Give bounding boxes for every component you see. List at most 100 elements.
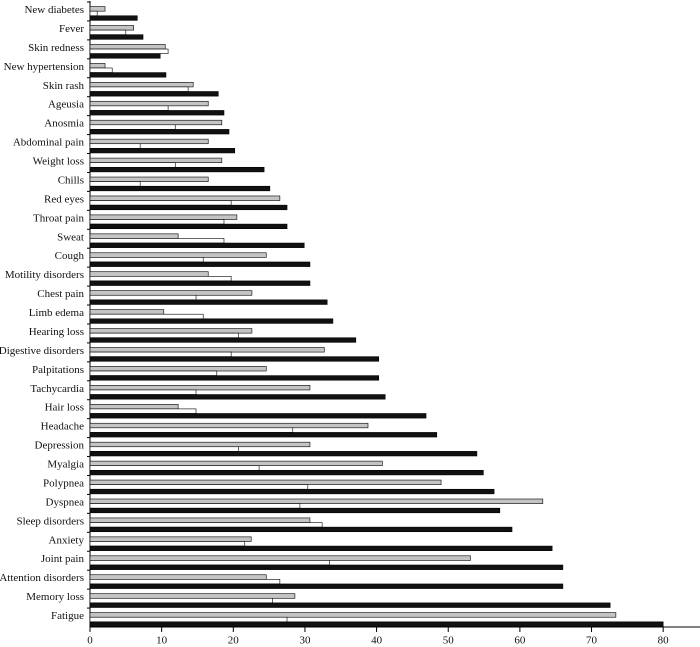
bar — [89, 29, 127, 36]
bar — [89, 328, 253, 334]
y-tick-label: Myalgia — [47, 459, 84, 471]
bar — [89, 517, 311, 523]
bar — [89, 162, 176, 168]
bar — [89, 200, 232, 206]
bar — [89, 507, 501, 514]
bar — [89, 408, 197, 414]
y-tick-label: Limb edema — [29, 307, 84, 319]
bar — [89, 465, 260, 471]
bar — [89, 294, 197, 301]
bar — [89, 25, 135, 31]
y-tick-label: Depression — [35, 440, 85, 452]
bar — [89, 181, 141, 187]
x-tick-label: 20 — [228, 635, 240, 647]
bar — [89, 366, 267, 372]
y-tick-label: Weight loss — [33, 156, 84, 168]
bar — [89, 53, 161, 59]
bar — [89, 560, 330, 566]
bar — [89, 185, 271, 192]
x-tick-label: 0 — [87, 635, 93, 647]
bar — [89, 503, 301, 509]
bar — [89, 441, 311, 448]
bar — [89, 370, 218, 376]
bar — [89, 394, 386, 400]
bar — [89, 621, 664, 627]
bar — [89, 271, 209, 277]
y-tick-label: Digestive disorders — [0, 345, 84, 357]
bar — [89, 555, 471, 561]
y-tick-label: Chest pain — [37, 288, 84, 300]
y-tick-label: Sweat — [57, 231, 84, 243]
y-tick-label: Skin redness — [28, 42, 84, 54]
bar — [89, 385, 311, 391]
bar — [89, 157, 223, 163]
bar — [89, 318, 334, 324]
y-tick-label: Palpitations — [32, 364, 84, 376]
y-tick-label: Sleep disorders — [16, 515, 84, 527]
bar — [89, 290, 253, 296]
x-tick-label: 70 — [586, 635, 598, 647]
bar — [89, 166, 265, 173]
y-tick-label: Chills — [58, 174, 84, 186]
bar — [89, 541, 246, 547]
bar — [89, 252, 267, 258]
y-tick-label: Anxiety — [49, 534, 85, 546]
bar — [89, 105, 169, 111]
bar — [89, 593, 296, 599]
y-tick-label: Headache — [41, 421, 84, 433]
bar — [89, 597, 273, 604]
bar — [89, 129, 230, 135]
bar — [89, 351, 232, 357]
y-tick-label: Skin rash — [43, 80, 85, 92]
bar — [89, 82, 194, 88]
bar — [89, 48, 169, 54]
bar — [89, 72, 167, 78]
bar — [89, 257, 204, 263]
bar — [89, 451, 478, 457]
bar — [89, 583, 564, 589]
bar — [89, 280, 311, 286]
y-tick-label: Motility disorders — [5, 269, 84, 281]
bar — [89, 564, 564, 570]
y-tick-label: New diabetes — [24, 4, 84, 16]
bar — [89, 86, 189, 92]
bar — [89, 242, 305, 248]
bar — [89, 460, 383, 467]
y-tick-label: Tachycardia — [30, 383, 84, 395]
y-tick-label: Anosmia — [44, 118, 84, 130]
bar — [89, 526, 513, 533]
y-tick-label: Hearing loss — [29, 326, 84, 338]
y-tick-label: Throat pain — [33, 212, 85, 224]
bar — [89, 119, 223, 126]
bar — [89, 143, 141, 149]
x-tick-label: 10 — [156, 635, 168, 647]
bar — [89, 413, 427, 419]
bar — [89, 522, 323, 528]
bar — [89, 138, 209, 145]
bar — [89, 470, 484, 476]
y-tick-label: Dyspnea — [46, 496, 85, 508]
bar — [89, 299, 328, 305]
bar — [89, 261, 311, 267]
bar — [89, 110, 225, 116]
bar — [89, 238, 225, 244]
bar — [89, 427, 294, 433]
bar — [89, 233, 179, 239]
bar — [89, 34, 144, 40]
bar — [89, 337, 357, 343]
bar — [89, 6, 106, 12]
y-tick-label: Abdominal pain — [13, 137, 85, 149]
bar — [89, 574, 267, 580]
bar — [89, 63, 106, 69]
bar — [89, 100, 209, 107]
bar — [89, 124, 176, 130]
bar — [89, 432, 438, 438]
bar — [89, 536, 252, 542]
bar — [89, 67, 113, 73]
bar — [89, 204, 288, 211]
bar — [89, 214, 238, 220]
x-tick-label: 60 — [514, 635, 526, 647]
bar — [89, 616, 288, 623]
bar — [89, 10, 98, 17]
bar — [89, 44, 166, 50]
